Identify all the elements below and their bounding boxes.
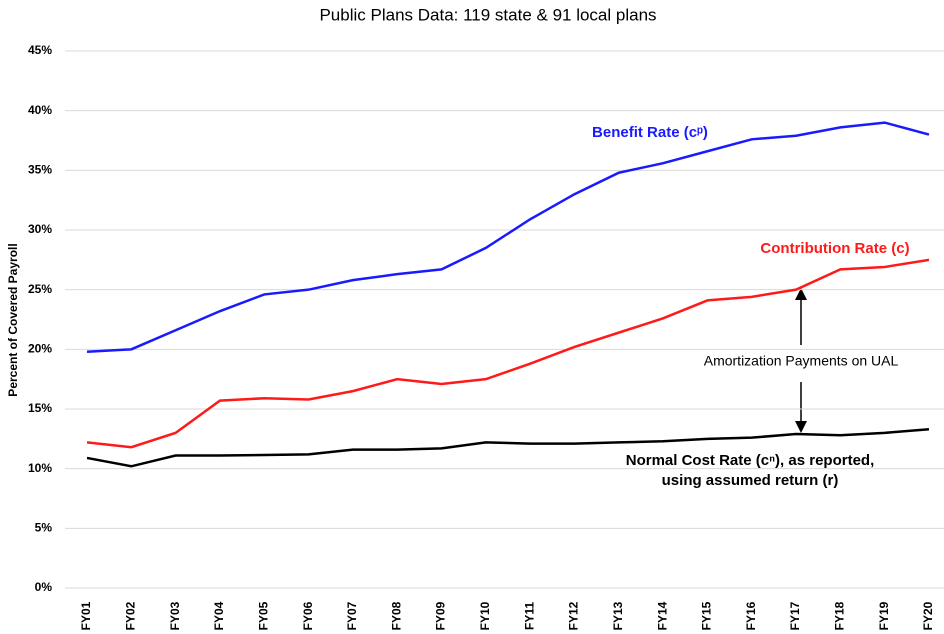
- series-line: [86, 121, 930, 353]
- x-tick-label: FY13: [611, 601, 625, 630]
- x-tick-label: FY14: [655, 601, 669, 630]
- y-tick-label: 30%: [28, 222, 52, 236]
- x-tick-label: FY05: [256, 601, 270, 630]
- x-tick-label: FY20: [921, 601, 935, 630]
- series-label: Normal Cost Rate (cⁿ), as reported,: [626, 452, 875, 469]
- y-tick-label: 25%: [28, 282, 52, 296]
- x-tick-label: FY09: [434, 601, 448, 630]
- x-tick-label: FY03: [168, 601, 182, 630]
- y-tick-label: 10%: [28, 461, 52, 475]
- x-tick-label: FY11: [522, 602, 536, 630]
- series-line: [86, 428, 930, 468]
- x-tick-label: FY19: [877, 601, 891, 630]
- x-tick-label: FY10: [478, 601, 492, 630]
- x-tick-label: FY01: [79, 601, 93, 630]
- annotation: Amortization Payments on UAL: [704, 353, 899, 369]
- y-tick-label: 0%: [35, 580, 53, 594]
- y-tick-label: 5%: [35, 521, 53, 535]
- series-label: Benefit Rate (cᵖ): [592, 124, 708, 141]
- x-tick-label: FY12: [567, 601, 581, 630]
- x-tick-label: FY08: [389, 601, 403, 630]
- series-line: [86, 258, 930, 449]
- y-tick-label: 40%: [28, 103, 52, 117]
- y-tick-label: 35%: [28, 163, 52, 177]
- x-tick-label: FY07: [345, 601, 359, 630]
- x-tick-label: FY02: [123, 601, 137, 630]
- y-tick-label: 15%: [28, 401, 52, 415]
- x-tick-label: FY04: [212, 601, 226, 630]
- annotation: using assumed return (r): [662, 472, 839, 489]
- y-tick-label: 20%: [28, 342, 52, 356]
- y-tick-label: 45%: [28, 43, 52, 57]
- y-axis-label: Percent of Covered Payroll: [6, 243, 20, 396]
- x-tick-label: FY06: [301, 601, 315, 630]
- chart-title: Public Plans Data: 119 state & 91 local …: [319, 5, 656, 24]
- series-label: Contribution Rate (c): [760, 240, 909, 257]
- x-tick-label: FY15: [700, 601, 714, 630]
- x-tick-label: FY17: [788, 601, 802, 630]
- x-tick-label: FY16: [744, 601, 758, 630]
- x-tick-label: FY18: [833, 601, 847, 630]
